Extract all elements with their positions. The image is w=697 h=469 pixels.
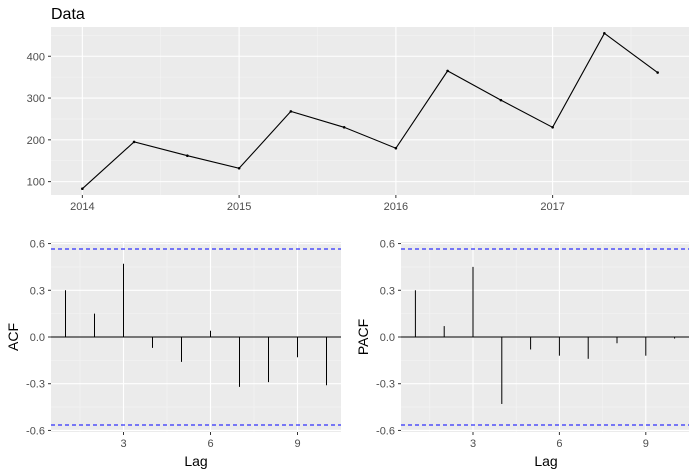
plot-title: Data — [51, 6, 85, 23]
data-x-tick-label: 2014 — [70, 201, 94, 213]
data-x-tick-label: 2017 — [540, 201, 564, 213]
data-y-tick-label: 300 — [27, 93, 45, 105]
data-x-tick-label: 2015 — [227, 201, 251, 213]
pacf-y-tick-label: 0.3 — [380, 285, 395, 297]
data-data-point — [551, 125, 554, 129]
pacf-x-axis-title: Lag — [534, 453, 557, 469]
acf-x-axis-title: Lag — [184, 453, 207, 469]
data-series-line — [82, 32, 658, 190]
data-panel-background — [51, 27, 689, 195]
data-y-tick-label: 100 — [27, 177, 45, 189]
acf-x-tick-label: 3 — [120, 438, 126, 450]
pacf-panel: -0.6 -0.3 0.0 0.3 0.6 3 6 9 — [376, 239, 689, 450]
pacf-y-tick-label: -0.6 — [376, 425, 395, 437]
data-y-tick-label: 400 — [27, 51, 45, 63]
pacf-y-tick-label: 0.0 — [380, 332, 395, 344]
pacf-x-tick-label: 3 — [470, 438, 476, 450]
pacf-x-tick-label: 9 — [643, 438, 649, 450]
data-panel: 100 200 300 400 2014 2015 2016 2017 — [27, 27, 689, 213]
acf-y-tick-label: -0.6 — [26, 425, 45, 437]
acf-panel: -0.6 -0.3 0.0 0.3 0.6 3 6 9 — [26, 239, 341, 450]
data-data-point — [603, 31, 606, 35]
pacf-y-tick-label: 0.6 — [380, 239, 395, 251]
pacf-x-tick-label: 6 — [556, 438, 562, 450]
acf-x-tick-label: 9 — [294, 438, 300, 450]
data-data-point — [132, 140, 136, 144]
data-data-point — [81, 187, 84, 191]
data-data-point — [237, 166, 241, 170]
acf-y-tick-label: 0.0 — [30, 332, 45, 344]
acf-y-tick-label: 0.6 — [30, 239, 45, 251]
data-data-point — [186, 154, 189, 158]
acf-y-axis-title: ACF — [5, 323, 21, 351]
acf-y-tick-label: -0.3 — [26, 379, 45, 391]
data-data-point — [499, 98, 503, 102]
pacf-y-tick-label: -0.3 — [376, 379, 395, 391]
pacf-y-axis-title: PACF — [355, 319, 371, 355]
data-data-point — [394, 146, 398, 150]
data-x-tick-label: 2016 — [384, 201, 408, 213]
data-y-tick-label: 200 — [27, 135, 45, 147]
data-data-point — [342, 125, 346, 129]
data-data-point — [446, 69, 449, 73]
acf-y-tick-label: 0.3 — [30, 285, 45, 297]
data-data-point — [289, 110, 293, 113]
acf-x-tick-label: 6 — [207, 438, 213, 450]
data-data-point — [656, 71, 659, 74]
